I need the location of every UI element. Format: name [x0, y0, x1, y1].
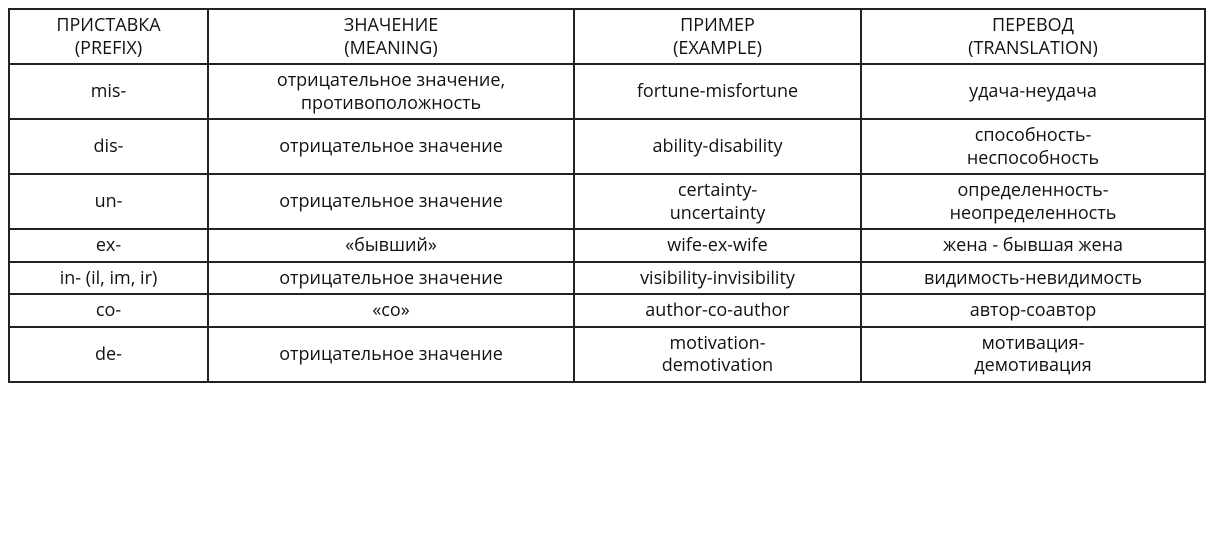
cell-example-line2: uncertainty	[670, 201, 766, 225]
header-translation: ПЕРЕВОД (TRANSLATION)	[861, 9, 1205, 64]
header-example: ПРИМЕР (EXAMPLE)	[574, 9, 861, 64]
table-row: co- «со» author-co-author автор-соавтор	[9, 294, 1205, 327]
cell-translation-line2: неспособность	[967, 146, 1099, 170]
cell-translation: видимость-невидимость	[861, 262, 1205, 295]
header-meaning-line2: (MEANING)	[344, 36, 437, 60]
table-row: un- отрицательное значение certainty- un…	[9, 174, 1205, 229]
prefix-table: ПРИСТАВКА (PREFIX) ЗНАЧЕНИЕ (MEANING) ПР…	[8, 8, 1206, 383]
cell-meaning-line1: отрицательное значение,	[277, 68, 505, 92]
header-prefix-line2: (PREFIX)	[75, 36, 142, 60]
cell-meaning: отрицательное значение	[208, 119, 574, 174]
cell-prefix: dis-	[9, 119, 208, 174]
cell-translation: способность- неспособность	[861, 119, 1205, 174]
cell-translation: мотивация- демотивация	[861, 327, 1205, 382]
header-prefix-line1: ПРИСТАВКА	[56, 13, 160, 37]
cell-meaning: отрицательное значение	[208, 327, 574, 382]
header-example-line2: (EXAMPLE)	[673, 36, 762, 60]
cell-meaning: отрицательное значение	[208, 262, 574, 295]
cell-example: ability-disability	[574, 119, 861, 174]
table-row: mis- отрицательное значение, противополо…	[9, 64, 1205, 119]
header-example-line1: ПРИМЕР	[680, 13, 755, 37]
cell-example: author-co-author	[574, 294, 861, 327]
cell-example: fortune-misfortune	[574, 64, 861, 119]
header-meaning-line1: ЗНАЧЕНИЕ	[344, 13, 439, 37]
cell-translation-line1: мотивация-	[982, 331, 1085, 355]
cell-prefix: co-	[9, 294, 208, 327]
cell-prefix: in- (il, im, ir)	[9, 262, 208, 295]
cell-translation: определенность- неопределенность	[861, 174, 1205, 229]
header-translation-line1: ПЕРЕВОД	[992, 13, 1074, 37]
cell-example: motivation- demotivation	[574, 327, 861, 382]
table-header-row: ПРИСТАВКА (PREFIX) ЗНАЧЕНИЕ (MEANING) ПР…	[9, 9, 1205, 64]
cell-example: wife-ex-wife	[574, 229, 861, 262]
cell-prefix: mis-	[9, 64, 208, 119]
cell-example-line1: certainty-	[678, 178, 757, 202]
cell-example: visibility-invisibility	[574, 262, 861, 295]
cell-prefix: ex-	[9, 229, 208, 262]
cell-meaning: отрицательное значение	[208, 174, 574, 229]
cell-translation: удача-неудача	[861, 64, 1205, 119]
cell-prefix: de-	[9, 327, 208, 382]
cell-meaning: отрицательное значение, противоположност…	[208, 64, 574, 119]
table-row: in- (il, im, ir) отрицательное значение …	[9, 262, 1205, 295]
table-row: dis- отрицательное значение ability-disa…	[9, 119, 1205, 174]
cell-meaning: «со»	[208, 294, 574, 327]
cell-translation: жена - бывшая жена	[861, 229, 1205, 262]
cell-translation-line1: определенность-	[957, 178, 1108, 202]
cell-translation-line1: способность-	[975, 123, 1092, 147]
header-prefix: ПРИСТАВКА (PREFIX)	[9, 9, 208, 64]
cell-example-line2: demotivation	[662, 353, 773, 377]
cell-translation: автор-соавтор	[861, 294, 1205, 327]
cell-example: certainty- uncertainty	[574, 174, 861, 229]
header-translation-line2: (TRANSLATION)	[968, 36, 1098, 60]
cell-meaning: «бывший»	[208, 229, 574, 262]
cell-translation-line2: демотивация	[974, 353, 1091, 377]
cell-meaning-line2: противоположность	[301, 91, 481, 115]
cell-prefix: un-	[9, 174, 208, 229]
cell-example-line1: motivation-	[669, 331, 765, 355]
table-row: de- отрицательное значение motivation- d…	[9, 327, 1205, 382]
header-meaning: ЗНАЧЕНИЕ (MEANING)	[208, 9, 574, 64]
cell-translation-line2: неопределенность	[950, 201, 1117, 225]
table-row: ex- «бывший» wife-ex-wife жена - бывшая …	[9, 229, 1205, 262]
